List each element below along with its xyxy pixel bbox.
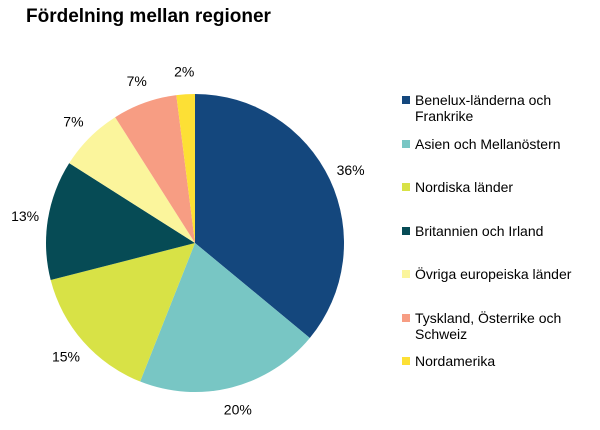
slice-value-label-4: 7% <box>63 113 83 129</box>
slice-value-label-6: 2% <box>174 63 194 79</box>
legend-swatch <box>402 96 410 104</box>
pie-slice-2 <box>50 243 196 382</box>
legend-label: Nordamerika <box>415 353 496 369</box>
legend-swatch <box>402 183 410 191</box>
chart-title: Fördelning mellan regioner <box>26 6 271 27</box>
legend-label: Nordiska länder <box>415 179 514 195</box>
legend-swatch <box>402 313 410 322</box>
slice-value-label-0: 36% <box>337 162 365 178</box>
slice-value-label-3: 13% <box>11 208 39 224</box>
pie-slice-4 <box>69 117 195 243</box>
legend-label: Tyskland, Österrike och Schweiz <box>415 309 562 342</box>
legend-label: Britannien och Irland <box>415 222 544 239</box>
pie-slice-6 <box>176 93 195 243</box>
legend-label: Benelux-länderna och Frankrike <box>415 92 552 124</box>
pie-slice-3 <box>46 163 195 281</box>
pie-slice-0 <box>195 94 345 338</box>
pie-slice-5 <box>115 95 195 243</box>
legend-swatch <box>402 270 410 278</box>
legend-label: Övriga europeiska länder <box>415 266 572 282</box>
slice-value-label-5: 7% <box>127 73 147 89</box>
legend-swatch <box>402 139 410 148</box>
pie-slice-1 <box>140 243 310 393</box>
legend-swatch <box>402 357 410 365</box>
legend-swatch <box>402 226 410 235</box>
slice-value-label-1: 20% <box>224 402 252 418</box>
legend-label: Asien och Mellanöstern <box>415 135 561 152</box>
slice-value-label-2: 15% <box>52 349 80 365</box>
